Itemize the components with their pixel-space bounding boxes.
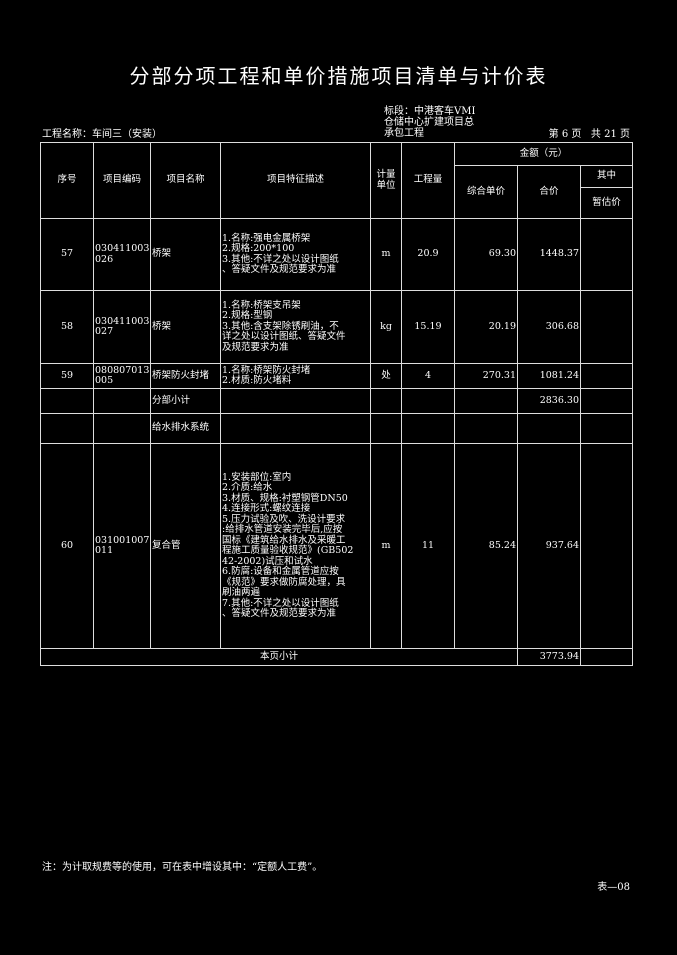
cell-seq: 58	[40, 290, 94, 364]
page-subtotal-label: 本页小计	[40, 648, 518, 666]
header-of-which: 其中	[579, 165, 634, 188]
cell-name: 复合管	[150, 443, 221, 649]
page-info: 第 6 页 共 21 页	[548, 129, 630, 140]
cell-provisional	[579, 290, 634, 364]
cell-desc: 1.名称:强电金属桥架 2.规格:200*100 3.其他:不详之处以设计图纸 …	[220, 218, 371, 291]
cell-unit: m	[370, 218, 402, 291]
cell-seq: 60	[40, 443, 94, 649]
cell-code: 030411003 027	[93, 290, 151, 364]
project-name: 工程名称：车间三（安装）	[42, 129, 162, 140]
cell-desc: 1.名称:桥架支吊架 2.规格:型钢 3.其他:含支架除锈刷油，不 详之处以设计…	[220, 290, 371, 364]
cell-total: 1448.37	[517, 218, 581, 291]
subtotal-label: 分部小计	[150, 388, 221, 414]
header-qty: 工程量	[401, 142, 455, 219]
header-seq: 序号	[40, 142, 94, 219]
cell-qty: 11	[401, 443, 455, 649]
header-amount: 金额（元）	[453, 142, 634, 166]
section-line: 标段：中港客车VMI	[384, 106, 476, 117]
table-row: 60 031001007 011 复合管 1.安装部位:室内 2.介质:给水 3…	[40, 443, 634, 649]
subtotal-total: 2836.30	[517, 388, 581, 414]
section-line: 承包工程	[384, 128, 424, 139]
header-name: 项目名称	[150, 142, 221, 219]
cell-name: 桥架	[150, 290, 221, 364]
cell-unit-price: 20.19	[454, 290, 518, 364]
cell-desc: 1.安装部位:室内 2.介质:给水 3.材质、规格:衬塑钢管DN50 4.连接形…	[220, 443, 371, 649]
cell-seq: 59	[40, 363, 94, 389]
cell-code: 080807013 005	[93, 363, 151, 389]
header-provisional: 暂估价	[579, 187, 634, 219]
cell-name: 桥架防火封堵	[150, 363, 221, 389]
cell-unit: m	[370, 443, 402, 649]
cell-qty: 20.9	[401, 218, 455, 291]
cell-seq: 57	[40, 218, 94, 291]
page-subtotal-row: 本页小计 3773.94	[40, 648, 634, 666]
cell-total: 306.68	[517, 290, 581, 364]
header-unit: 计量单位	[370, 142, 402, 219]
cell-unit: kg	[370, 290, 402, 364]
cell-qty: 4	[401, 363, 455, 389]
cell-total: 1081.24	[517, 363, 581, 389]
cell-unit: 处	[370, 363, 402, 389]
section-row: 给水排水系统	[40, 413, 634, 444]
cell-code: 030411003 026	[93, 218, 151, 291]
header-desc: 项目特征描述	[220, 142, 371, 219]
section-label: 给水排水系统	[150, 413, 221, 444]
page-subtotal-total: 3773.94	[517, 648, 581, 666]
cell-unit-price: 69.30	[454, 218, 518, 291]
cell-desc: 1.名称:桥架防火封堵 2.材质:防火堵料	[220, 363, 371, 389]
cell-unit-price: 270.31	[454, 363, 518, 389]
pricing-table: 序号 项目编码 项目名称 项目特征描述 计量单位 工程量 金额（元） 综合单价 …	[40, 142, 634, 666]
header-code: 项目编码	[93, 142, 151, 219]
form-number: 表—08	[597, 882, 630, 893]
footer-note: 注：为计取规费等的使用，可在表中增设其中：“定额人工费”。	[42, 862, 323, 873]
header-unit-price: 综合单价	[454, 165, 518, 219]
cell-qty: 15.19	[401, 290, 455, 364]
cell-provisional	[579, 218, 634, 291]
cell-code: 031001007 011	[93, 443, 151, 649]
cell-total: 937.64	[517, 443, 581, 649]
subtotal-row: 分部小计 2836.30	[40, 388, 634, 414]
section-line: 仓储中心扩建项目总	[384, 117, 474, 128]
table-row: 58 030411003 027 桥架 1.名称:桥架支吊架 2.规格:型钢 3…	[40, 290, 634, 364]
cell-unit-price: 85.24	[454, 443, 518, 649]
cell-provisional	[579, 363, 634, 389]
page-title: 分部分项工程和单价措施项目清单与计价表	[129, 64, 548, 88]
header-total: 合价	[517, 165, 581, 219]
cell-provisional	[579, 443, 634, 649]
table-row: 57 030411003 026 桥架 1.名称:强电金属桥架 2.规格:200…	[40, 218, 634, 291]
section-info: 标段：中港客车VMI 仓储中心扩建项目总 承包工程	[384, 106, 475, 139]
table-row: 59 080807013 005 桥架防火封堵 1.名称:桥架防火封堵 2.材质…	[40, 363, 634, 389]
cell-name: 桥架	[150, 218, 221, 291]
